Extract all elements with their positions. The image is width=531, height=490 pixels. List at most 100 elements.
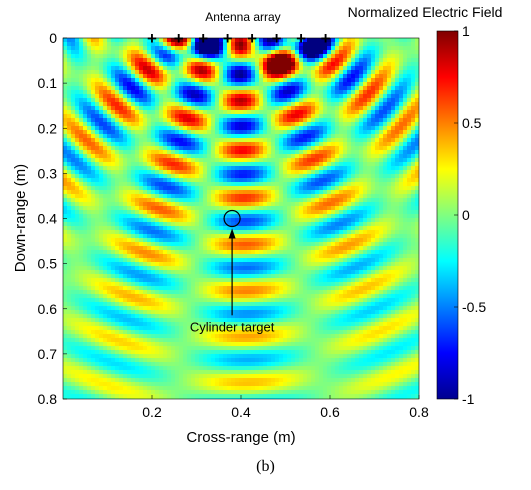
field-cell	[351, 38, 356, 43]
field-cell	[103, 258, 108, 263]
field-cell	[371, 94, 376, 99]
field-cell	[303, 178, 308, 183]
field-cell	[339, 246, 344, 251]
field-cell	[331, 154, 336, 159]
field-cell	[263, 162, 268, 167]
field-cell	[155, 74, 160, 79]
field-cell	[79, 258, 84, 263]
field-cell	[215, 258, 220, 263]
field-cell	[231, 226, 236, 231]
field-cell	[115, 198, 120, 203]
field-cell	[387, 134, 392, 139]
field-cell	[191, 218, 196, 223]
field-cell	[63, 146, 68, 151]
field-cell	[99, 250, 104, 255]
field-cell	[343, 202, 348, 207]
field-cell	[195, 94, 200, 99]
field-cell	[347, 182, 352, 187]
field-cell	[119, 210, 124, 215]
field-cell	[343, 258, 348, 263]
field-cell	[107, 182, 112, 187]
field-cell	[327, 218, 332, 223]
field-cell	[107, 102, 112, 107]
field-cell	[295, 234, 300, 239]
field-cell	[231, 134, 236, 139]
field-cell	[203, 242, 208, 247]
field-cell	[375, 54, 380, 59]
field-cell	[243, 190, 248, 195]
field-cell	[99, 130, 104, 135]
field-cell	[95, 94, 100, 99]
field-cell	[355, 246, 360, 251]
field-cell	[107, 62, 112, 67]
field-cell	[207, 82, 212, 87]
field-cell	[139, 122, 144, 127]
field-cell	[255, 198, 260, 203]
field-cell	[367, 250, 372, 255]
field-cell	[403, 154, 408, 159]
field-cell	[295, 138, 300, 143]
field-cell	[87, 218, 92, 223]
field-cell	[251, 138, 256, 143]
field-cell	[227, 174, 232, 179]
field-cell	[351, 166, 356, 171]
field-cell	[183, 138, 188, 143]
field-cell	[179, 230, 184, 235]
field-cell	[403, 106, 408, 111]
field-cell	[199, 210, 204, 215]
field-cell	[171, 198, 176, 203]
field-cell	[327, 62, 332, 67]
field-cell	[331, 50, 336, 55]
field-cell	[87, 58, 92, 63]
field-cell	[239, 114, 244, 119]
field-cell	[103, 190, 108, 195]
field-cell	[183, 94, 188, 99]
field-cell	[271, 126, 276, 131]
field-cell	[359, 110, 364, 115]
field-cell	[319, 178, 324, 183]
field-cell	[387, 102, 392, 107]
field-cell	[123, 58, 128, 63]
field-cell	[331, 258, 336, 263]
field-cell	[379, 102, 384, 107]
field-cell	[183, 74, 188, 79]
field-cell	[123, 186, 128, 191]
field-cell	[151, 138, 156, 143]
field-cell	[383, 62, 388, 67]
field-cell	[83, 58, 88, 63]
field-cell	[187, 162, 192, 167]
field-cell	[147, 250, 152, 255]
field-cell	[255, 74, 260, 79]
field-cell	[223, 86, 228, 91]
field-cell	[387, 82, 392, 87]
field-cell	[223, 50, 228, 55]
field-cell	[267, 62, 272, 67]
field-cell	[267, 110, 272, 115]
field-cell	[63, 206, 68, 211]
field-cell	[211, 138, 216, 143]
field-cell	[91, 94, 96, 99]
field-cell	[379, 162, 384, 167]
field-cell	[291, 146, 296, 151]
field-cell	[295, 126, 300, 131]
field-cell	[387, 158, 392, 163]
field-cell	[123, 194, 128, 199]
field-cell	[311, 126, 316, 131]
field-cell	[95, 106, 100, 111]
field-cell	[403, 82, 408, 87]
field-cell	[251, 246, 256, 251]
field-cell	[83, 142, 88, 147]
field-cell	[207, 46, 212, 51]
field-cell	[215, 250, 220, 255]
field-cell	[67, 122, 72, 127]
field-cell	[303, 254, 308, 259]
field-cell	[283, 114, 288, 119]
field-cell	[411, 174, 416, 179]
field-cell	[395, 98, 400, 103]
field-cell	[143, 46, 148, 51]
field-cell	[215, 130, 220, 135]
field-cell	[95, 134, 100, 139]
field-cell	[111, 194, 116, 199]
field-cell	[163, 174, 168, 179]
field-cell	[287, 66, 292, 71]
